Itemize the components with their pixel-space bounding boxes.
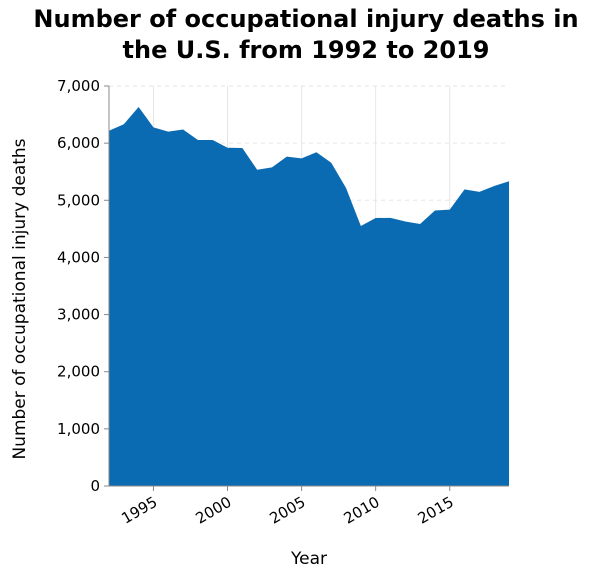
chart-title: Number of occupational injury deaths in … (0, 4, 612, 66)
x-tick-label: 2015 (415, 493, 457, 528)
y-tick-label: 4,000 (57, 248, 100, 266)
y-axis-title: Number of occupational injury deaths (10, 138, 30, 459)
x-tick-label: 2005 (267, 493, 309, 528)
y-tick-label: 2,000 (57, 363, 100, 381)
y-tick-label: 7,000 (57, 77, 100, 95)
y-tick-label: 5,000 (57, 191, 100, 209)
chart-title-line-2: the U.S. from 1992 to 2019 (122, 36, 490, 64)
area-fill (109, 107, 509, 487)
x-tick-label: 2000 (192, 493, 234, 528)
y-tick-label: 1,000 (57, 420, 100, 438)
x-axis-title: Year (290, 549, 327, 569)
area-series (109, 107, 509, 487)
y-tick-label: 6,000 (57, 134, 100, 152)
x-tick-label: 1995 (118, 493, 160, 528)
y-tick-label: 3,000 (57, 306, 100, 324)
axes: 0 1,000 2,000 3,000 4,000 5,000 6,000 7,000 1995… (57, 77, 509, 528)
x-tick-label: 2010 (341, 493, 383, 528)
y-tick-label: 0 (90, 477, 100, 495)
chart-title-line-1: Number of occupational injury deaths in (33, 5, 579, 33)
